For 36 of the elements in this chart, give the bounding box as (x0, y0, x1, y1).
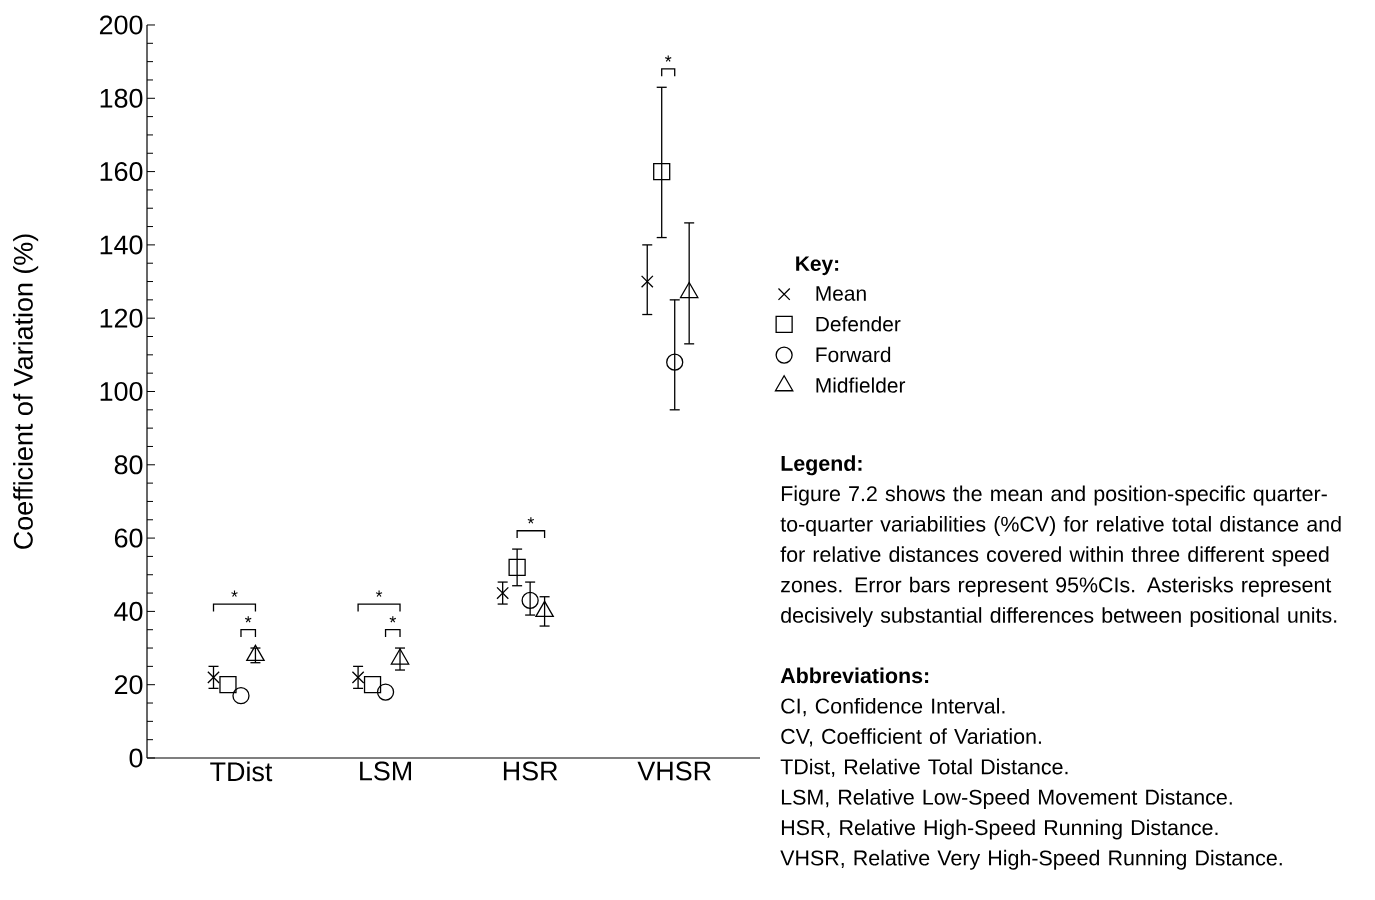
annotation: * (245, 616, 252, 623)
text: Abbreviations: (780, 667, 929, 684)
annotation: * (375, 590, 383, 597)
legend-label: Forward (816, 346, 891, 363)
text: CV, Coefficient of Variation. (781, 728, 1041, 747)
legend-label: Mean (816, 286, 866, 301)
y-tick-label: 160 (100, 162, 143, 182)
text: TDist, Relative Total Distance. (780, 758, 1068, 777)
x-tick-label: TDist (210, 761, 273, 782)
annotation: * (231, 590, 238, 597)
annotation: * (665, 55, 672, 62)
y-tick-label: 100 (100, 381, 143, 402)
annotation: * (527, 517, 535, 524)
caption: Figure 7.2 shows the mean and position-specific quarter-to-quarter variabilities (%CV) for relative total distance and for relative distances covered within three different speed zones. Error bars represent 95%CIs. Asterisks represent decisively substantial differences between positional units. (780, 485, 1341, 628)
text: VHSR, Relative Very High-Speed Running Distance. (780, 849, 1282, 870)
x-tick-label: HSR (503, 761, 558, 781)
x-tick-label: LSM (360, 761, 411, 781)
y-tick-label: 20 (114, 675, 143, 695)
legend-label: Defender (816, 316, 901, 332)
text: HSR, Relative High-Speed Running Distance. (781, 819, 1218, 840)
y-tick-label: 120 (100, 308, 143, 328)
y-axis-title: Coefficient of Variation (%) (13, 234, 39, 549)
annotation: * (389, 616, 396, 623)
y-tick-label: 140 (100, 235, 143, 255)
y-tick-label: 80 (114, 455, 143, 475)
y-tick-label: 180 (100, 88, 143, 108)
y-tick-label: 0 (129, 748, 143, 768)
legend-title: Key: (796, 256, 839, 276)
x-tick-label: VHSR (637, 761, 711, 781)
y-tick-label: 40 (114, 601, 143, 621)
legend-label: Midfielder (816, 377, 906, 393)
text: LSM, Relative Low-Speed Movement Distance. (781, 789, 1232, 810)
y-tick-label: 60 (114, 528, 143, 548)
y-tick-label: 200 (99, 15, 143, 35)
text: Legend: (781, 455, 862, 476)
text: CI, Confidence Interval. (781, 697, 1005, 717)
